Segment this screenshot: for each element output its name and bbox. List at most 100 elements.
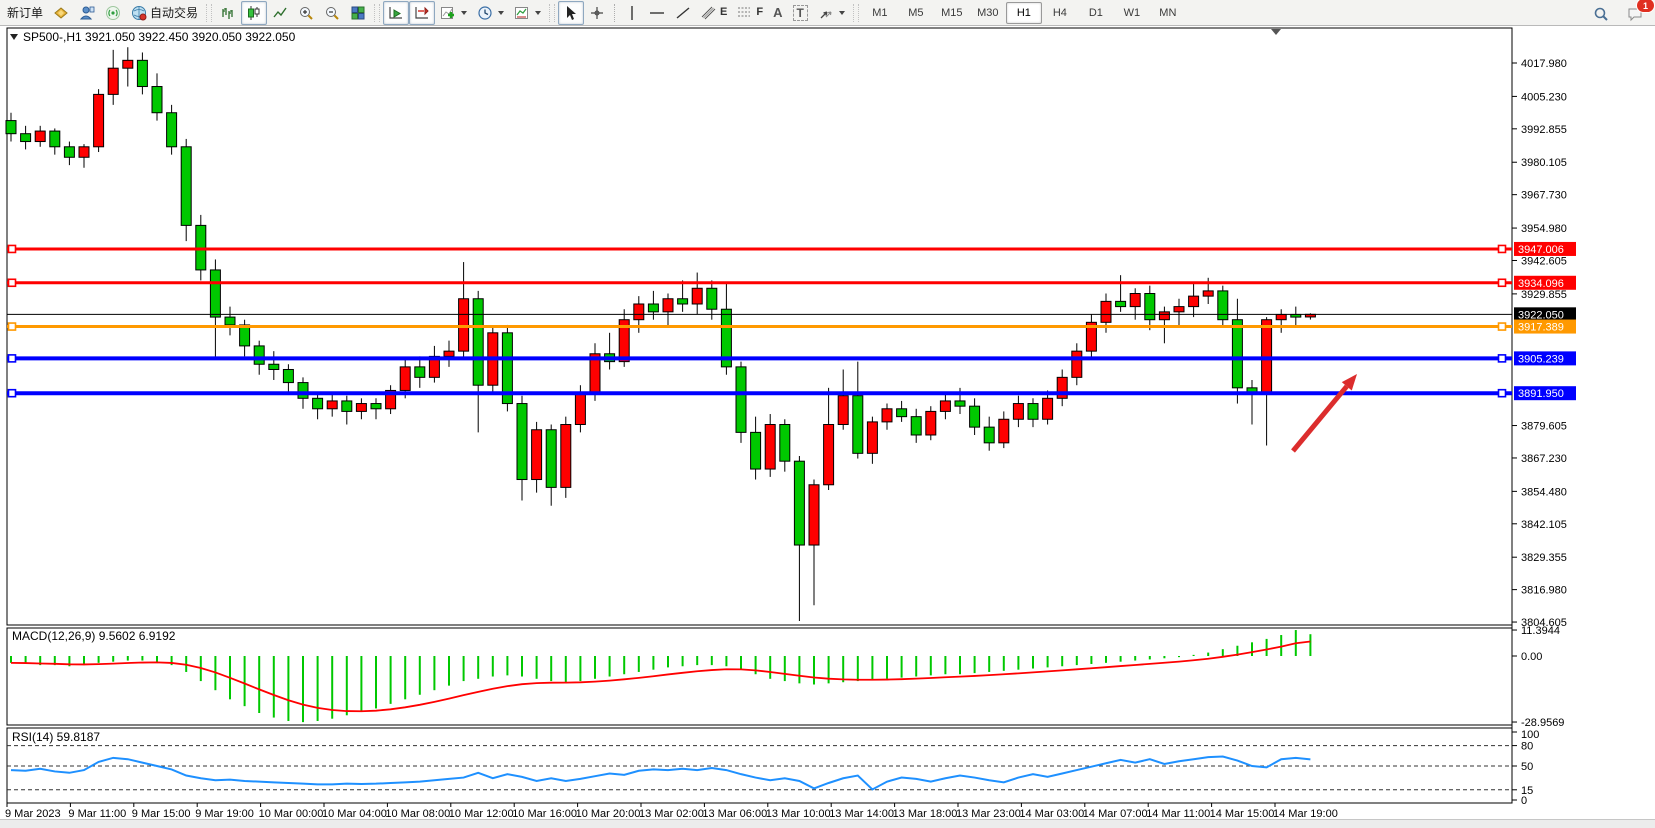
add-indicator-icon: [441, 6, 455, 19]
timeframe-mn-button[interactable]: MN: [1159, 6, 1177, 19]
candle-bullish: [1158, 311, 1170, 321]
indicators-button[interactable]: [435, 1, 472, 25]
candle-bullish: [385, 389, 397, 410]
vertical-line-button[interactable]: [620, 1, 644, 25]
zoom-in-button[interactable]: [293, 1, 319, 25]
chart-title-bar: SP500-,H1 3921.050 3922.450 3920.050 392…: [10, 30, 295, 44]
chart-shift-marker[interactable]: [1271, 29, 1281, 35]
timeframe-m5-button[interactable]: M5: [908, 6, 924, 19]
time-label: 10 Mar 04:00: [322, 808, 387, 820]
signals-button[interactable]: [100, 1, 126, 25]
fibonacci-button[interactable]: F: [732, 1, 768, 25]
price-chip: [1514, 386, 1576, 401]
search-button[interactable]: [1588, 2, 1614, 26]
chart-menu-icon[interactable]: [10, 34, 18, 40]
rsi-scale-label: 50: [1521, 761, 1533, 773]
cursor-button[interactable]: [558, 0, 585, 25]
resistance-line-3947-handle[interactable]: [1497, 244, 1507, 254]
timeframe-m1-button[interactable]: M1: [872, 6, 888, 19]
timeframe-h1-button[interactable]: H1: [1005, 1, 1042, 24]
support-line-3905-handle[interactable]: [1497, 354, 1507, 363]
time-label: 14 Mar 15:00: [1210, 808, 1275, 820]
candle-bullish: [1173, 306, 1185, 313]
candle-bearish: [896, 408, 908, 418]
price-tick-label: 3804.605: [1521, 617, 1567, 629]
trendline-button[interactable]: [670, 1, 696, 25]
candle-bearish: [239, 324, 251, 347]
line-chart-button[interactable]: [267, 1, 293, 25]
notifications-button[interactable]: 1: [1622, 0, 1655, 26]
channel-button[interactable]: E: [696, 1, 732, 25]
timeframe-m15-button[interactable]: M15: [941, 6, 963, 19]
candle-bearish: [720, 308, 732, 368]
horizontal-line-button[interactable]: [644, 1, 670, 25]
crosshair-icon: [591, 6, 604, 19]
chevron-down-icon: [838, 10, 845, 15]
shapes-button[interactable]: [813, 1, 850, 25]
candle-bearish: [969, 405, 981, 428]
zoom-in-icon: [300, 6, 313, 20]
resistance-line-3947-handle[interactable]: [7, 244, 17, 254]
price-tick-label: 3854.480: [1521, 486, 1567, 498]
price-tick-label: 3929.855: [1521, 289, 1567, 301]
candle-bearish: [151, 86, 163, 114]
market-watch-button[interactable]: [74, 1, 100, 25]
crosshair-button[interactable]: [584, 1, 610, 25]
price-tick-label: 3867.230: [1521, 453, 1567, 465]
time-label: 9 Mar 2023: [5, 808, 61, 820]
timeframe-h4-button[interactable]: H4: [1052, 6, 1067, 19]
trend-arrow-annotation[interactable]: [1291, 374, 1357, 453]
candle-bearish: [63, 146, 75, 158]
text-tool-button[interactable]: A: [768, 1, 787, 25]
candle-bullish: [618, 319, 630, 363]
candle-bearish: [341, 400, 353, 412]
time-label: 9 Mar 19:00: [195, 808, 254, 820]
candle-bullish: [881, 408, 893, 423]
timeframe-d1-button[interactable]: D1: [1088, 6, 1103, 19]
auto-scroll-button[interactable]: [383, 0, 410, 25]
candle-bearish: [735, 366, 747, 433]
bar-chart-icon: [222, 7, 233, 19]
price-tick-label: 3967.730: [1521, 190, 1567, 202]
macd-signal-line: [10, 640, 1311, 713]
candle-bearish: [516, 403, 528, 481]
resistance-line-3934-handle[interactable]: [7, 278, 17, 288]
candle-bullish: [823, 424, 835, 486]
price-tick-label: 3879.605: [1521, 421, 1567, 433]
zoom-out-button[interactable]: [319, 1, 345, 25]
new-order-button[interactable]: 新订单: [2, 1, 48, 25]
timeframe-w1-button[interactable]: W1: [1123, 6, 1141, 19]
candle-bullish: [808, 484, 820, 546]
periods-button[interactable]: [472, 1, 509, 25]
timeframe-m30-button[interactable]: M30: [977, 6, 999, 19]
price-tick-label: 4005.230: [1521, 91, 1567, 103]
support-line-3891-handle[interactable]: [1497, 388, 1507, 398]
candlestick-chart-button[interactable]: [241, 0, 268, 25]
pivot-line-3917-handle[interactable]: [7, 322, 17, 331]
pivot-line-3917-handle[interactable]: [1497, 322, 1507, 331]
candle-bullish: [691, 287, 703, 305]
candle-bearish: [282, 368, 294, 384]
time-label: 14 Mar 19:00: [1273, 808, 1338, 820]
label-tool-button[interactable]: T: [788, 1, 813, 25]
autotrading-button[interactable]: 自动交易: [126, 1, 203, 25]
support-line-3891-handle[interactable]: [7, 388, 17, 398]
resistance-line-3934-handle[interactable]: [1497, 278, 1507, 288]
candle-bearish: [852, 395, 864, 454]
arrow-head: [1341, 374, 1357, 391]
candle-bearish: [472, 298, 484, 386]
candles: [5, 47, 1316, 622]
channel-glyph: E: [720, 6, 728, 18]
time-label: 13 Mar 23:00: [956, 808, 1021, 820]
bar-chart-button[interactable]: [215, 1, 241, 25]
funds-button[interactable]: [48, 1, 74, 25]
price-tick-label: 3816.980: [1521, 585, 1567, 597]
tile-windows-button[interactable]: [345, 1, 371, 25]
candle-bullish: [326, 400, 338, 410]
candle-bearish: [677, 298, 689, 305]
chart-shift-button[interactable]: [409, 0, 436, 25]
tile-windows-icon: [351, 6, 365, 19]
support-line-3905-handle[interactable]: [7, 354, 17, 363]
templates-button[interactable]: [509, 1, 546, 25]
